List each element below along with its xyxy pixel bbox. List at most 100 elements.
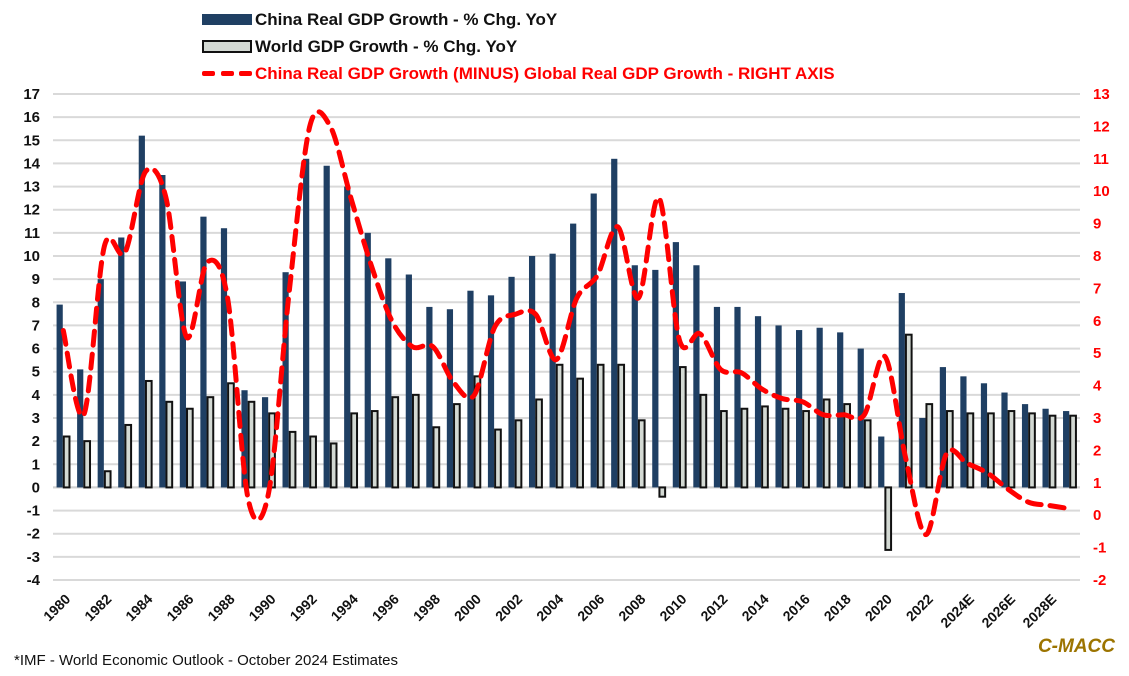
x-axis-tick-label: 2000 xyxy=(451,591,484,624)
right-axis-tick-label: 10 xyxy=(1093,183,1110,200)
world-bar xyxy=(802,410,810,489)
left-axis-tick-label: 2 xyxy=(32,433,40,450)
right-axis-tick-label: 13 xyxy=(1093,86,1110,103)
x-axis-ticks: 1980 1982 1984 1986 1988 1990 1992 1994 1996 1998… xyxy=(40,591,1059,631)
world-bar xyxy=(576,377,584,489)
x-axis-tick-label: 1994 xyxy=(328,591,361,624)
china-bar xyxy=(344,186,351,488)
china-bar xyxy=(159,175,166,488)
dashed-line-swatch-icon xyxy=(202,68,252,79)
world-bar xyxy=(720,410,728,489)
legend-label-diff: China Real GDP Growth (MINUS) Global Rea… xyxy=(255,63,835,83)
china-bar xyxy=(487,295,495,488)
left-axis-tick-label: 9 xyxy=(32,271,40,288)
world-bar xyxy=(740,407,749,489)
world-bar xyxy=(329,442,338,489)
world-bar xyxy=(555,363,564,489)
world-bar xyxy=(370,410,379,489)
right-axis-tick-label: 6 xyxy=(1093,313,1101,330)
x-axis-tick-label: 2020 xyxy=(862,591,895,624)
china-bar xyxy=(1042,408,1049,488)
china-bar xyxy=(837,332,844,488)
right-axis-tick-label: 7 xyxy=(1093,280,1101,297)
china-bar xyxy=(508,276,515,488)
world-bar xyxy=(699,393,708,489)
china-bar xyxy=(631,265,638,488)
x-axis-tick-label: 2014 xyxy=(738,591,771,624)
right-axis-tick-label: 1 xyxy=(1093,475,1101,492)
china-bar xyxy=(713,306,721,488)
x-axis-tick-label: 2024E xyxy=(937,591,977,631)
x-axis-tick-label: 1984 xyxy=(122,591,155,624)
china-bar xyxy=(816,327,823,488)
x-axis-tick-label: 1980 xyxy=(40,591,73,624)
left-axis-tick-label: 17 xyxy=(23,86,40,103)
world-bar xyxy=(761,405,769,489)
china-bar-swatch-icon xyxy=(202,14,252,25)
world-bar xyxy=(494,428,502,489)
difference-line xyxy=(60,109,1073,538)
left-axis-tick-label: 10 xyxy=(23,248,40,265)
china-gdp-bars xyxy=(56,135,1070,488)
right-axis-tick-label: -2 xyxy=(1093,572,1106,589)
right-axis-tick-label: 5 xyxy=(1093,345,1101,362)
left-axis-tick-label: 13 xyxy=(23,179,40,196)
china-bar xyxy=(467,290,474,488)
china-bar xyxy=(796,330,803,488)
china-bar xyxy=(611,158,618,488)
world-bar xyxy=(843,403,851,489)
left-axis-tick-label: -1 xyxy=(27,503,40,520)
world-bar xyxy=(884,486,893,551)
china-bar xyxy=(570,223,577,488)
china-bar xyxy=(672,242,679,488)
left-axis-tick-label: 1 xyxy=(32,456,40,473)
legend-item-china: China Real GDP Growth - % Chg. YoY xyxy=(202,6,835,33)
china-bar xyxy=(138,135,145,488)
world-bar-swatch-icon xyxy=(202,40,252,53)
world-bar xyxy=(432,426,441,489)
x-axis-tick-label: 2022 xyxy=(903,591,936,624)
legend: China Real GDP Growth - % Chg. YoY World… xyxy=(202,6,835,87)
china-bar xyxy=(898,293,905,488)
china-bar xyxy=(1001,392,1008,488)
world-bar xyxy=(165,400,174,489)
x-axis-tick-label: 2008 xyxy=(615,591,648,624)
china-bar xyxy=(1063,411,1070,488)
right-axis-tick-label: 9 xyxy=(1093,216,1101,233)
world-bar xyxy=(288,430,297,489)
china-bar xyxy=(549,253,556,488)
left-axis-tick-label: 14 xyxy=(23,155,40,172)
left-axis-tick-label: 11 xyxy=(24,225,40,242)
china-bar xyxy=(980,383,988,488)
world-bar xyxy=(596,363,605,489)
world-bar xyxy=(62,435,71,489)
x-axis-tick-label: 1992 xyxy=(287,591,320,624)
x-axis-tick-label: 1990 xyxy=(245,591,278,624)
left-axis-tick-label: 6 xyxy=(32,341,40,358)
world-bar xyxy=(124,423,133,489)
x-axis-tick-label: 2026E xyxy=(978,591,1018,631)
world-bar xyxy=(1069,414,1077,489)
world-bar xyxy=(206,396,215,489)
x-axis-tick-label: 2028E xyxy=(1019,591,1059,631)
left-axis-tick-label: -4 xyxy=(27,572,41,589)
world-bar xyxy=(678,366,687,489)
world-bar xyxy=(453,403,461,489)
left-axis-tick-label: 5 xyxy=(32,364,40,381)
world-bar xyxy=(473,375,482,489)
right-axis-tick-label: 3 xyxy=(1093,410,1101,427)
x-axis-tick-label: 2004 xyxy=(533,591,566,624)
china-bar xyxy=(385,258,392,488)
world-bar xyxy=(1028,412,1036,489)
world-bar xyxy=(247,400,256,489)
x-axis-tick-label: 2018 xyxy=(821,591,854,624)
china-bar xyxy=(323,165,330,488)
x-axis-tick-label: 1982 xyxy=(81,591,114,624)
right-axis-tick-label: 2 xyxy=(1093,442,1101,459)
x-axis-tick-label: 2002 xyxy=(492,591,525,624)
china-bar xyxy=(200,216,207,488)
right-axis-tick-label: 11 xyxy=(1093,151,1109,168)
